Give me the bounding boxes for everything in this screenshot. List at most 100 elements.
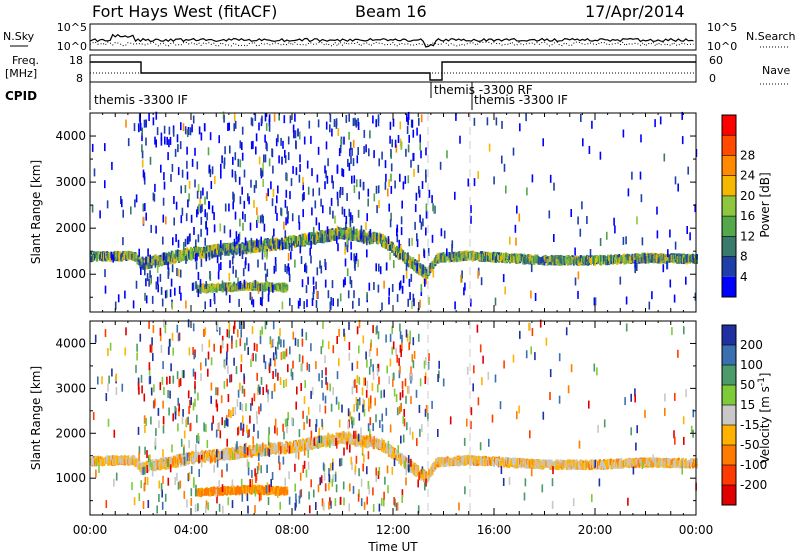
scatter-cell	[303, 192, 305, 200]
scatter-cell	[278, 155, 280, 163]
scatter-cell	[208, 147, 210, 155]
scatter-cell	[163, 198, 165, 206]
scatter-cell	[307, 277, 309, 285]
scatter-cell	[240, 196, 242, 204]
scatter-cell	[389, 136, 391, 144]
scatter-cell	[413, 298, 415, 306]
scatter-cell	[288, 267, 290, 275]
scatter-cell	[365, 144, 367, 152]
scatter-cell	[513, 148, 515, 156]
scatter-cell	[99, 210, 101, 218]
scatter-cell	[418, 118, 420, 126]
scatter-cell	[157, 265, 159, 273]
y-tick-label: 4000	[55, 129, 86, 143]
cpid-entry-0: themis -3300 IF	[94, 93, 188, 107]
scatter-cell	[312, 188, 314, 196]
scatter-cell	[165, 290, 167, 298]
scatter-cell	[350, 242, 352, 250]
scatter-cell	[378, 285, 380, 293]
scatter-cell	[262, 179, 264, 187]
scatter-cell	[181, 215, 183, 223]
scatter-cell	[245, 237, 247, 245]
scatter-cell	[670, 280, 672, 288]
scatter-cell	[640, 172, 642, 180]
scatter-cell	[366, 213, 368, 221]
scatter-cell	[259, 156, 261, 164]
scatter-cell	[273, 189, 275, 197]
scatter-cell	[454, 301, 456, 309]
scatter-cell	[409, 292, 411, 300]
scatter-cell	[229, 273, 231, 281]
scatter-cell	[242, 251, 244, 259]
scatter-cell	[578, 271, 580, 279]
scatter-cell	[154, 184, 156, 192]
scatter-cell	[669, 230, 671, 238]
scatter-cell	[332, 181, 334, 189]
scatter-cell	[415, 204, 417, 212]
scatter-cell	[255, 113, 257, 121]
scatter-cell	[153, 193, 155, 201]
scatter-cell	[313, 292, 315, 300]
scatter-cell	[400, 121, 402, 129]
scatter-cell	[426, 204, 428, 212]
scatter-cell	[285, 217, 287, 225]
scatter-cell	[685, 277, 687, 285]
scatter-cell	[549, 210, 551, 218]
scatter-cell	[176, 268, 178, 276]
scatter-cell	[422, 218, 424, 226]
scatter-cell	[265, 274, 267, 282]
scatter-cell	[107, 200, 109, 208]
scatter-cell	[242, 211, 244, 219]
scatter-cell	[378, 185, 380, 193]
scatter-cell	[265, 113, 267, 121]
scatter-cell	[170, 174, 172, 182]
scatter-cell	[332, 280, 334, 288]
scatter-cell	[284, 150, 286, 158]
scatter-cell	[344, 247, 346, 255]
scatter-cell	[147, 248, 149, 256]
scatter-cell	[308, 233, 310, 241]
scatter-cell	[130, 206, 132, 214]
scatter-cell	[309, 121, 311, 129]
scatter-cell	[233, 123, 235, 131]
scatter-cell	[454, 192, 456, 200]
scatter-cell	[642, 237, 644, 245]
scatter-cell	[625, 236, 627, 244]
nsky-series	[90, 35, 694, 47]
scatter-cell	[364, 130, 366, 138]
scatter-cell	[172, 164, 174, 172]
scatter-cell	[310, 136, 312, 144]
scatter-cell	[295, 140, 297, 148]
scatter-cell	[170, 137, 172, 145]
scatter-cell	[248, 263, 250, 271]
scatter-cell	[370, 229, 372, 237]
scatter-cell	[185, 185, 187, 193]
nsky-label: N.Sky	[3, 30, 35, 43]
scatter-cell	[150, 157, 152, 165]
scatter-cell	[392, 284, 394, 292]
scatter-cell	[426, 211, 428, 219]
scatter-cell	[253, 200, 255, 208]
scatter-cell	[198, 289, 200, 297]
scatter-cell	[292, 213, 294, 221]
noise-tick-top-right: 10^5	[707, 21, 737, 34]
scatter-cell	[236, 231, 238, 239]
scatter-cell	[378, 200, 380, 208]
scatter-cell	[553, 234, 555, 242]
scatter-cell	[302, 279, 304, 287]
scatter-cell	[202, 188, 204, 196]
scatter-cell	[177, 249, 179, 257]
scatter-cell	[204, 209, 206, 217]
scatter-cell	[143, 217, 145, 225]
scatter-cell	[580, 114, 582, 122]
scatter-cell	[140, 267, 142, 275]
scatter-cell	[122, 210, 124, 218]
scatter-cell	[275, 206, 277, 214]
scatter-cell	[337, 226, 339, 234]
scatter-cell	[196, 262, 198, 270]
scatter-cell	[390, 174, 392, 182]
nave-tick-top: 60	[709, 54, 723, 67]
scatter-cell	[178, 269, 180, 277]
scatter-cell	[145, 257, 147, 265]
scatter-cell	[244, 170, 246, 178]
